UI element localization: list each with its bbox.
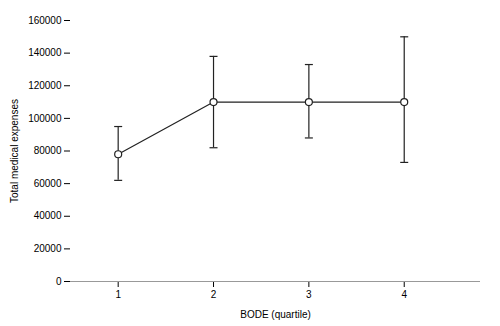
svg-text:120000: 120000: [28, 80, 62, 91]
svg-text:1: 1: [115, 289, 121, 300]
svg-text:40000: 40000: [34, 210, 62, 221]
svg-text:BODE (quartile): BODE (quartile): [240, 309, 311, 320]
svg-text:Total medical expenses: Total medical expenses: [9, 99, 20, 203]
svg-text:160000: 160000: [28, 15, 62, 26]
svg-text:100000: 100000: [28, 113, 62, 124]
svg-text:60000: 60000: [34, 178, 62, 189]
svg-text:20000: 20000: [34, 243, 62, 254]
svg-text:140000: 140000: [28, 47, 62, 58]
svg-text:0: 0: [56, 276, 62, 287]
svg-text:80000: 80000: [34, 145, 62, 156]
svg-text:2: 2: [211, 289, 217, 300]
svg-text:3: 3: [306, 289, 312, 300]
svg-text:4: 4: [401, 289, 407, 300]
